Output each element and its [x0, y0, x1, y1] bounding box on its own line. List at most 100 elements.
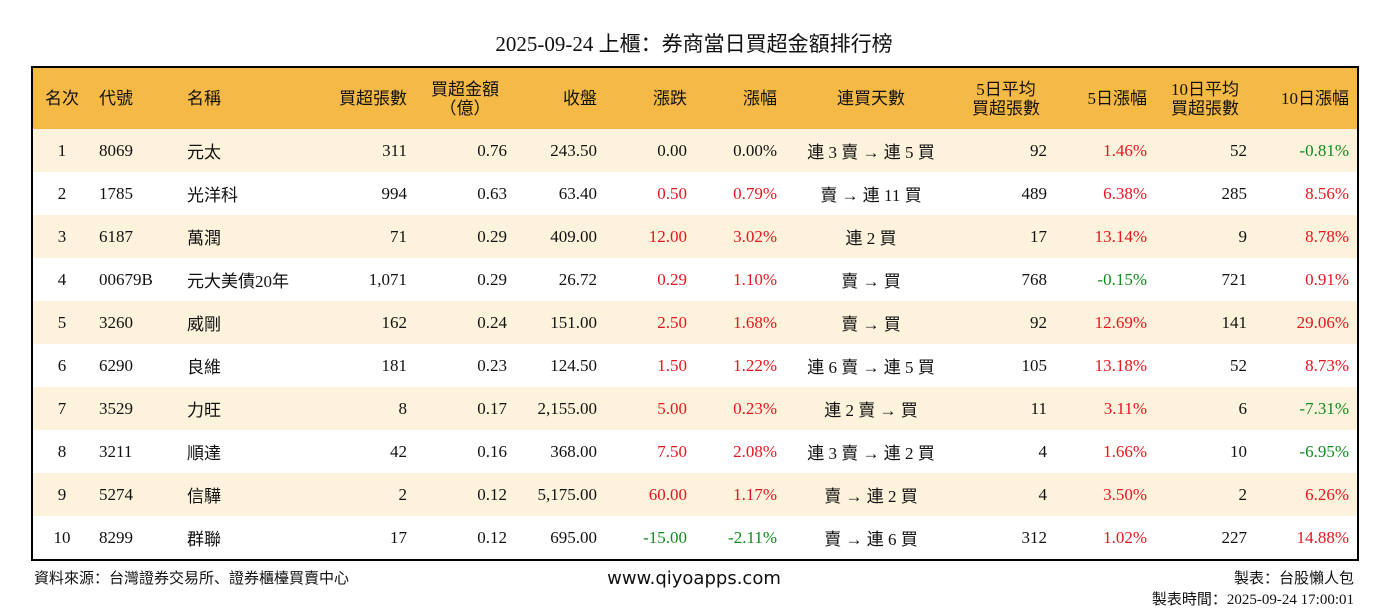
cell: 5: [57, 312, 67, 332]
header-line: 10日漲幅: [1281, 89, 1349, 108]
cell: 元太: [187, 143, 221, 162]
cell: 威剛: [187, 315, 221, 334]
column-header: 5日漲幅: [1055, 67, 1155, 129]
cell: 6187: [99, 226, 133, 246]
cell: 光洋科: [187, 186, 238, 205]
column-header: 代號: [91, 67, 179, 129]
cell: 連 2 賣 → 買: [824, 401, 918, 420]
header-row: 名次 代號 名稱 買超張數 買超金額 （億） 收盤 漲跌 漲幅 連買天數 5日平均 買超張數 5日漲幅 1…: [32, 67, 1358, 129]
header-line: 名稱: [187, 89, 221, 108]
cell: 5274: [99, 484, 133, 504]
cell: 181: [381, 355, 408, 375]
cell: 0.29: [477, 226, 507, 246]
cell: 4: [1038, 441, 1048, 461]
cell: 489: [1021, 183, 1048, 203]
header-line: （億）: [439, 98, 491, 118]
cell: 順達: [187, 444, 221, 463]
cell: 0.12: [477, 484, 507, 504]
cell: 連 2 買: [845, 229, 897, 248]
cell: 0.00: [657, 140, 687, 160]
table-row: 2 1785 光洋科 994 0.63 63.40 0.50 0.79% 賣 → 連 11 買 4…: [32, 172, 1358, 215]
column-header: 名稱: [179, 67, 311, 129]
cell: -2.11%: [728, 527, 777, 547]
header-line: 買超張數: [972, 98, 1040, 118]
table-row: 1 8069 元太 311 0.76 243.50 0.00 0.00% 連 3 賣 → 連 5…: [32, 129, 1358, 172]
cell: 60.00: [648, 484, 687, 504]
cell: 連 6 賣 → 連 5 買: [807, 358, 935, 377]
cell: 8.73%: [1305, 355, 1349, 375]
cell: 賣 → 買: [841, 272, 901, 291]
cell: 14.88%: [1296, 527, 1349, 547]
cell: 3.50%: [1103, 484, 1147, 504]
cell: 162: [381, 312, 408, 332]
table-row: 7 3529 力旺 8 0.17 2,155.00 5.00 0.23% 連 2 賣 → 買 11…: [32, 387, 1358, 430]
cell: 3211: [99, 441, 133, 461]
cell: 3.11%: [1103, 398, 1147, 418]
table-row: 3 6187 萬潤 71 0.29 409.00 12.00 3.02% 連 2 買 17 13.1…: [32, 215, 1358, 258]
cell: -15.00: [643, 527, 687, 547]
cell: 768: [1021, 269, 1048, 289]
cell: -7.31%: [1299, 398, 1349, 418]
cell: 00679B: [99, 269, 153, 289]
header-line: 漲跌: [653, 89, 687, 108]
cell: 0.23: [477, 355, 507, 375]
cell: 13.14%: [1094, 226, 1147, 246]
cell: 0.00%: [733, 140, 777, 160]
header-line: 連買天數: [837, 89, 905, 108]
header-line: 名次: [45, 89, 79, 108]
cell: 26.72: [558, 269, 597, 289]
cell: 71: [390, 226, 407, 246]
cell: 8: [398, 398, 408, 418]
cell: 151.00: [550, 312, 597, 332]
cell: 1.02%: [1103, 527, 1147, 547]
cell: 0.63: [477, 183, 507, 203]
column-header: 連買天數: [785, 67, 957, 129]
cell: 92: [1030, 140, 1047, 160]
cell: 695.00: [550, 527, 597, 547]
table-row: 8 3211 順達 42 0.16 368.00 7.50 2.08% 連 3 賣 → 連 2 …: [32, 430, 1358, 473]
cell: 312: [1021, 527, 1048, 547]
cell: 52: [1230, 355, 1247, 375]
cell: 9: [1238, 226, 1248, 246]
cell: 285: [1221, 183, 1248, 203]
source: 資料來源：台灣證券交易所、證券櫃檯買賣中心: [34, 571, 350, 587]
column-header: 5日平均 買超張數: [957, 67, 1055, 129]
cell: 4: [1038, 484, 1048, 504]
cell: 243.50: [550, 140, 597, 160]
cell: 0.91%: [1305, 269, 1349, 289]
cell: 1.50: [657, 355, 687, 375]
cell: 6290: [99, 355, 133, 375]
cell: 6: [57, 355, 67, 375]
cell: 0.23%: [733, 398, 777, 418]
cell: 連 3 賣 → 連 2 買: [807, 444, 935, 463]
cell: 1785: [99, 183, 133, 203]
cell: 0.17: [477, 398, 507, 418]
cell: 8069: [99, 140, 133, 160]
header-line: 買超張數: [339, 89, 407, 108]
column-header: 收盤: [515, 67, 605, 129]
cell: 9: [57, 484, 67, 504]
cell: 2.50: [657, 312, 687, 332]
cell: 1.10%: [733, 269, 777, 289]
author: 製表：台股懶人包: [1233, 571, 1354, 587]
header-line: 10日平均: [1171, 79, 1239, 99]
table-row: 10 8299 群聯 17 0.12 695.00 -15.00 -2.11% 賣 → 連 6 …: [32, 516, 1358, 560]
cell: 良維: [187, 358, 221, 377]
column-header: 10日漲幅: [1255, 67, 1358, 129]
cell: 0.12: [477, 527, 507, 547]
column-header: 漲幅: [695, 67, 785, 129]
header-line: 5日漲幅: [1087, 89, 1148, 108]
cell: 7.50: [657, 441, 687, 461]
cell: 萬潤: [187, 229, 221, 248]
table-row: 5 3260 威剛 162 0.24 151.00 2.50 1.68% 賣 → 買 92 12.6…: [32, 301, 1358, 344]
column-header: 10日平均 買超張數: [1155, 67, 1255, 129]
header-line: 買超張數: [1171, 98, 1239, 118]
column-header: 買超張數: [311, 67, 415, 129]
time: 製表時間：2025-09-24 17:00:01: [1151, 592, 1354, 608]
title: 2025-09-24 上櫃：券商當日買超金額排行榜: [495, 32, 893, 56]
cell: 2: [1238, 484, 1248, 504]
cell: 群聯: [187, 530, 221, 549]
table-body: 1 8069 元太 311 0.76 243.50 0.00 0.00% 連 3 賣 → 連 5…: [32, 129, 1358, 560]
cell: 3260: [99, 312, 133, 332]
